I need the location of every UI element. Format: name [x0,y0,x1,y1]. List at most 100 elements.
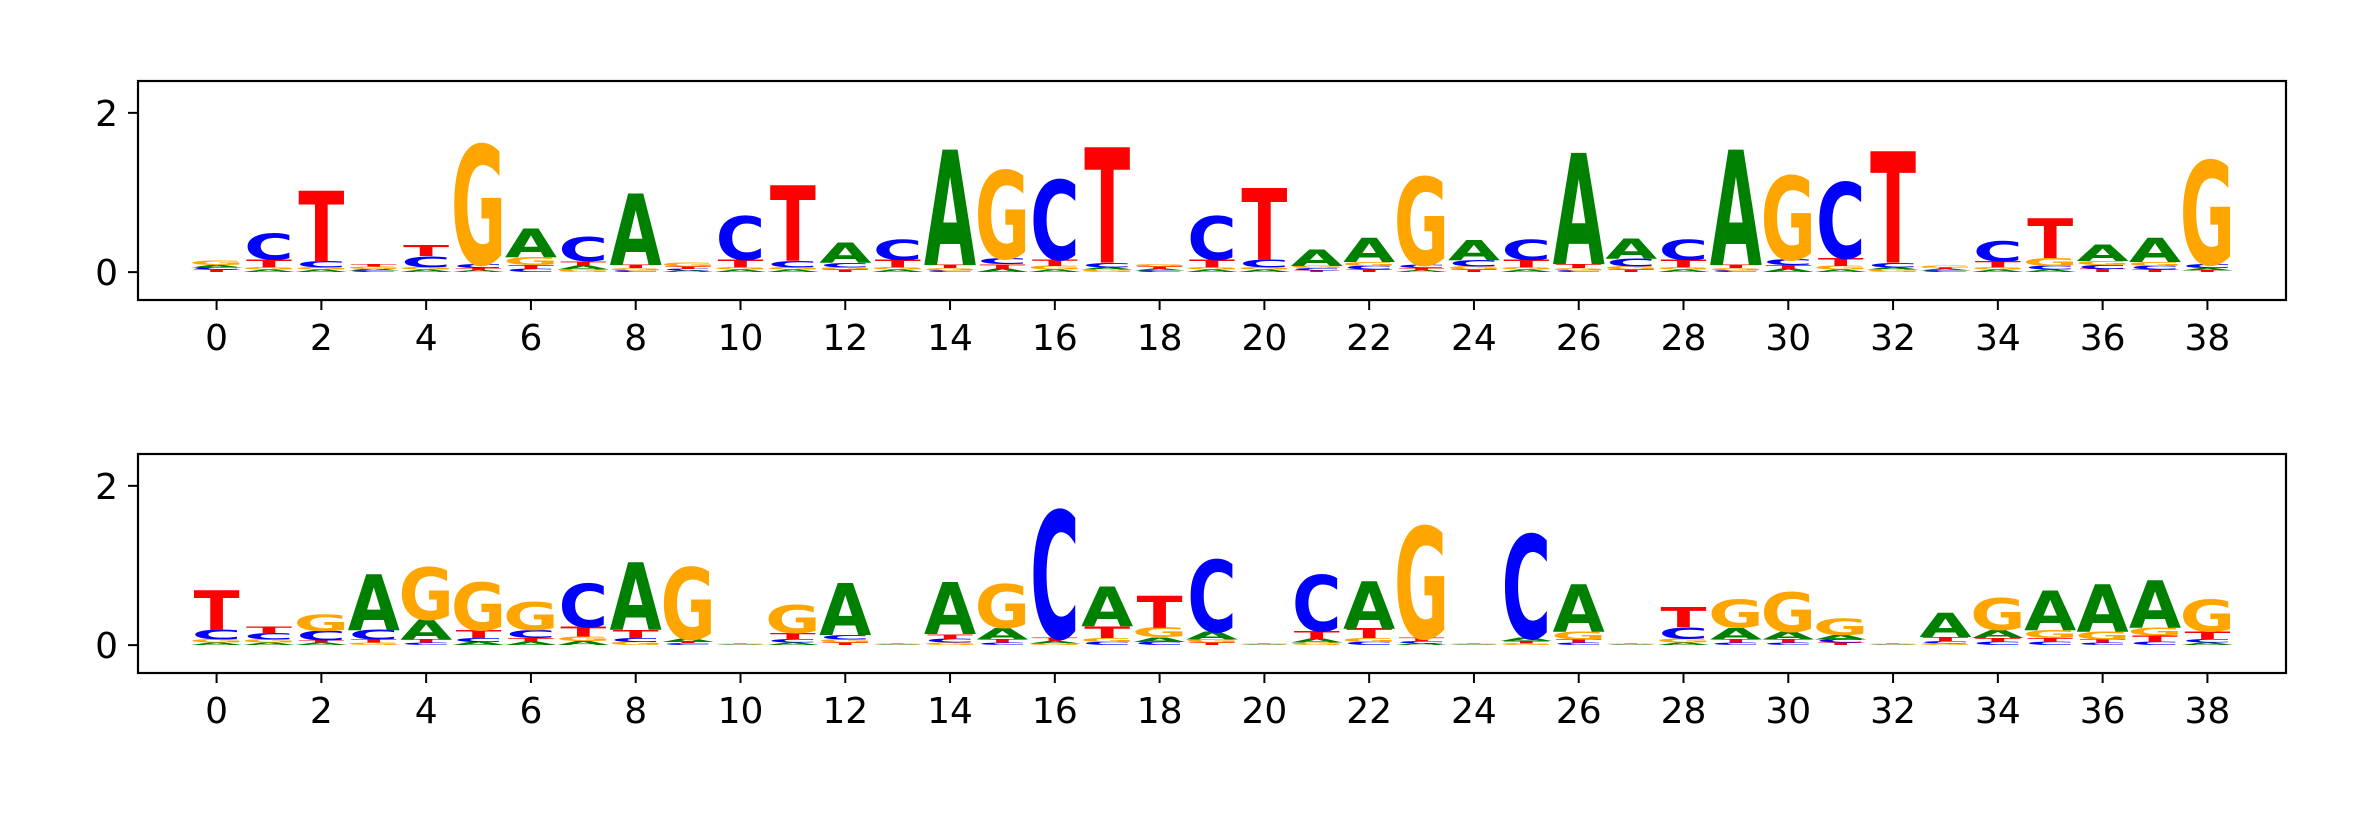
logo-letter-C: C [192,628,241,643]
logo-letter-A: A [1395,270,1447,273]
x-tick-label: 34 [1975,691,2021,732]
logo-letter-T: T [403,639,450,644]
logo-letter-T: T [1032,258,1078,268]
logo-letter-T: T [718,643,765,644]
logo-letter-C: C [1764,258,1813,267]
logo-letter-A: A [767,269,819,273]
logo-letter-T: T [1084,623,1131,642]
logo-letter-T: T [1661,602,1707,634]
logo-letter-A: A [400,615,452,647]
logo-letter-C: C [349,270,398,273]
logo-letter-A: A [1657,269,1709,273]
x-tick-label: 8 [624,691,647,732]
logo-letter-G: G [1446,644,1501,645]
logo-letter-C: C [506,268,555,273]
logo-letter-G: G [503,255,558,268]
logo-letter-C: C [611,270,660,273]
logo-letter-T: T [1084,116,1130,301]
logo-letter-A: A [924,118,976,303]
logo-letter-A: A [1972,628,2025,641]
logo-letter-C: C [873,234,922,266]
logo-letter-C: C [1502,234,1551,266]
logo-letter-T: T [2132,634,2178,644]
logo-letter-C: C [1030,477,1079,680]
logo-letter-A: A [2129,232,2181,270]
logo-letter-A: A [191,642,243,646]
logo-letter-G: G [818,267,873,271]
logo-letter-C: C [2026,265,2075,271]
logo-letter-A: A [1238,269,1290,273]
logo-letter-A: A [767,642,819,646]
x-tick-label: 28 [1661,318,1707,359]
logo-letter-A: A [2129,567,2182,644]
logo-letter-A: A [1343,567,1396,644]
logo-letter-G: G [1918,643,1973,646]
logo-letter-C: C [1921,270,1970,273]
logo-letter-T: T [718,257,764,270]
logo-letter-G: G [399,267,454,271]
logo-letter-C: C [663,643,712,646]
logo-letter-C: C [978,642,1027,646]
logo-letter-G: G [870,267,925,271]
logo-letter-G: G [1394,154,1449,293]
logo-letter-G: G [660,262,715,268]
logo-letter-T: T [2027,637,2074,643]
logo-letter-C: C [2130,641,2179,646]
logo-letter-G: G [1656,638,1711,644]
logo-letter-C: C [297,259,346,269]
x-tick-label: 8 [624,318,647,359]
logo-letter-C: C [401,642,450,646]
logo-letter-T: T [1975,637,2022,643]
logo-letter-T: T [508,264,555,270]
logo-letter-G: G [818,639,873,644]
logo-letter-A: A [976,625,1028,644]
x-tick-label: 10 [718,691,764,732]
x-tick-label: 36 [2080,318,2126,359]
logo-letter-C: C [1921,641,1970,645]
logo-letter-C: C [821,261,870,269]
logo-letter-C: C [1868,261,1917,269]
logo-letter-T: T [351,639,398,644]
logo-letter-A: A [1134,269,1186,272]
logo-letter-T: T [246,257,292,270]
logo-letter-T: T [1818,256,1864,269]
logo-letter-C: C [454,637,503,643]
logo-letter-C: C [1711,270,1760,273]
logo-letter-T: T [1451,269,1498,273]
logo-letter-C: C [925,638,974,644]
logo-letter-C: C [873,644,922,645]
logo-letter-T: T [560,260,606,268]
logo-letter-G: G [608,268,663,272]
logo-letter-T: T [298,172,344,284]
logo-letter-A: A [452,641,504,646]
logo-letter-C: C [716,205,765,275]
logo-letter-A: A [819,570,872,652]
logo-letter-G: G [1080,637,1135,643]
logo-letter-T: T [1346,626,1392,641]
logo-letter-A: A [610,174,662,288]
logo-letter-G: G [1342,637,1397,643]
x-tick-label: 38 [2185,318,2231,359]
logo-letter-G: G [1080,269,1135,273]
logo-letter-T: T [456,628,502,641]
logo-letter-A: A [505,641,557,646]
logo-letter-C: C [1397,641,1446,645]
logo-letter-A: A [714,645,766,646]
x-tick-label: 22 [1346,318,1392,359]
logo-letter-G: G [1499,643,1554,646]
logo-letter-A: A [348,559,400,648]
logo-letter-G: G [451,569,506,646]
logo-letter-A: A [1029,641,1081,645]
logo-letter-T: T [1713,639,1760,644]
x-tick-label: 22 [1346,691,1392,732]
logo-letter-C: C [1082,261,1131,269]
logo-letter-T: T [927,633,973,641]
logo-letter-C: C [1973,641,2022,646]
logo-letter-A: A [1500,269,1552,273]
x-tick-label: 0 [205,318,228,359]
logo-letter-T: T [1189,642,1236,646]
logo-letter-G: G [1761,582,1816,645]
logo-letter-G: G [2075,260,2130,266]
